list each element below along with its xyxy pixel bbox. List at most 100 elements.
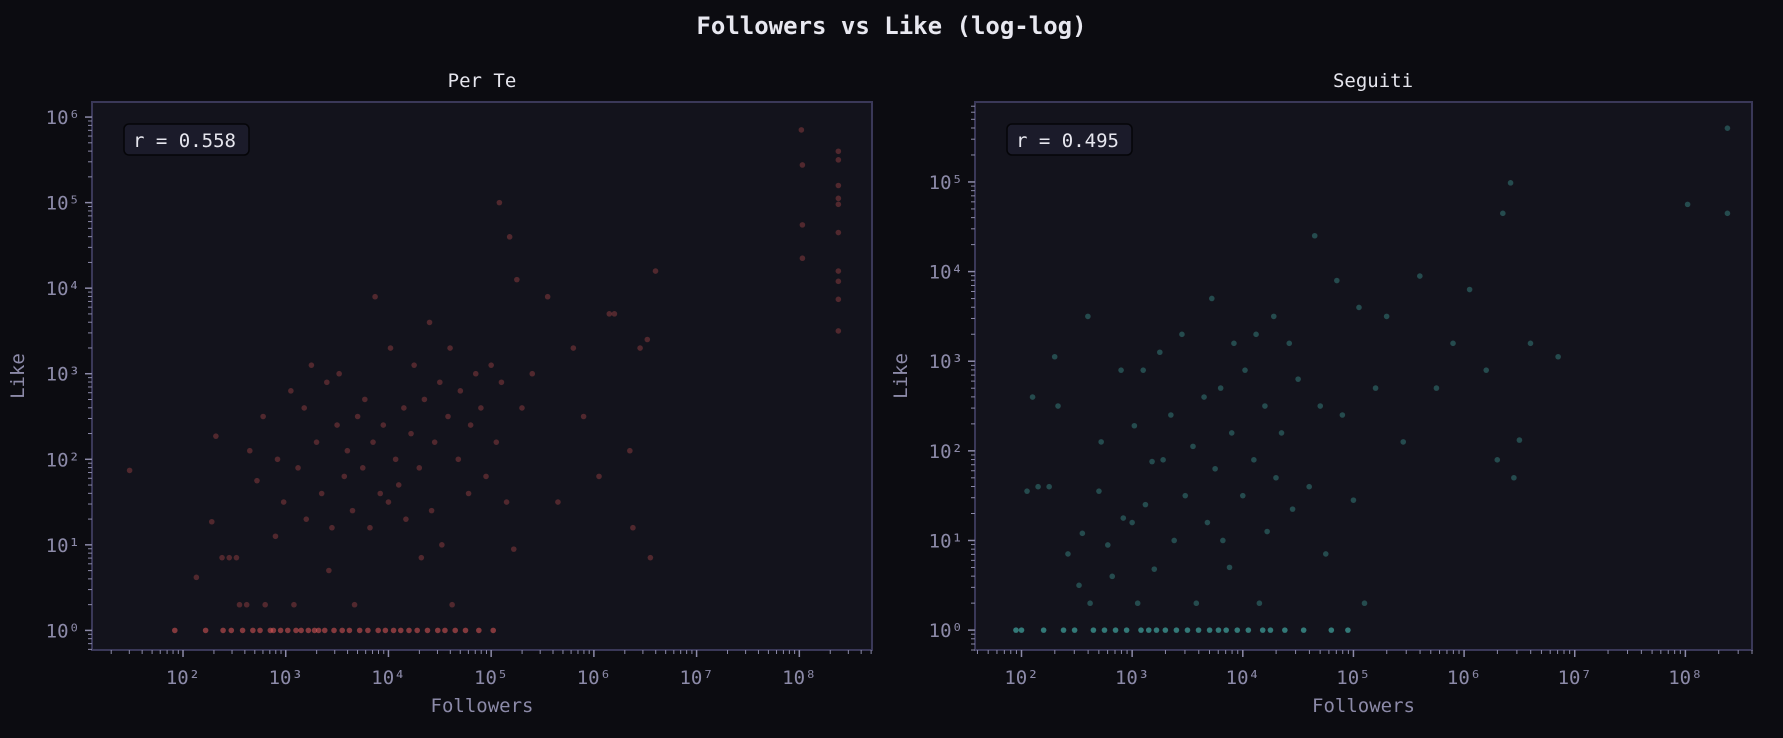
data-point (303, 516, 310, 522)
data-point (498, 379, 505, 386)
data-point (329, 524, 335, 531)
data-point (1417, 273, 1423, 279)
data-point (126, 467, 133, 474)
data-point (506, 234, 513, 240)
data-point (257, 627, 263, 634)
data-point (1220, 537, 1226, 544)
y-tick-label: 10² (46, 449, 80, 471)
data-point (835, 195, 842, 202)
data-point (488, 362, 494, 368)
data-point (298, 627, 304, 634)
data-point (416, 465, 423, 471)
data-point (339, 627, 346, 634)
x-tick-label: 10⁴ (1226, 667, 1260, 689)
data-point (426, 319, 433, 326)
data-point (397, 627, 404, 634)
data-point (254, 477, 260, 484)
data-point (1555, 353, 1561, 360)
data-point (295, 465, 301, 471)
y-tick-label: 10¹ (929, 530, 963, 552)
data-point (377, 490, 384, 497)
data-point (1040, 627, 1047, 633)
data-point (445, 413, 451, 420)
data-point (1282, 627, 1288, 633)
data-point (272, 533, 279, 540)
data-point (1087, 600, 1093, 607)
data-point (246, 447, 253, 454)
data-point (555, 499, 561, 505)
data-point (1361, 600, 1368, 607)
data-point (1160, 457, 1166, 463)
data-point (1234, 627, 1241, 633)
data-point (418, 554, 425, 561)
data-point (439, 542, 445, 548)
data-point (835, 328, 842, 334)
x-tick-label: 10⁶ (1447, 667, 1481, 689)
axis-ticks: 10² 10³ 10⁴ 10⁵ 10⁶ 10⁷ 10⁸ 10⁰ 10¹ 10² 10³ 10⁴ 10⁵ 1… (46, 107, 872, 689)
data-point (260, 413, 266, 420)
data-point (1295, 376, 1301, 382)
data-point (452, 627, 459, 634)
data-point (1142, 501, 1149, 508)
data-point (1173, 627, 1180, 633)
data-point (835, 148, 842, 155)
data-point (1383, 313, 1390, 320)
y-tick-label: 10⁰ (46, 620, 80, 642)
data-point (1433, 385, 1440, 391)
data-point (1179, 331, 1185, 338)
data-point (496, 199, 503, 206)
data-point (1684, 201, 1691, 208)
data-point (1724, 210, 1731, 217)
axes-area (974, 101, 1753, 651)
data-point (580, 413, 587, 420)
data-point (308, 362, 315, 368)
data-point (1055, 403, 1061, 409)
y-tick-label: 10⁴ (46, 278, 80, 300)
data-point (1109, 573, 1116, 580)
data-point (1494, 457, 1501, 463)
data-point (280, 499, 287, 505)
data-point (202, 627, 209, 634)
data-point (1511, 474, 1517, 481)
data-point (1450, 340, 1456, 347)
data-point (1140, 367, 1147, 373)
data-point (1195, 627, 1202, 633)
data-point (514, 276, 520, 283)
data-point (1051, 353, 1058, 360)
data-point (483, 473, 489, 480)
data-point (630, 524, 636, 531)
y-tick-label: 10⁰ (929, 620, 963, 642)
y-tick-label: 10⁵ (929, 172, 963, 194)
data-point (250, 627, 256, 634)
data-point (1085, 313, 1091, 320)
data-point (1289, 506, 1296, 512)
axis-ticks: 10² 10³ 10⁴ 10⁵ 10⁶ 10⁷ 10⁸ 10⁰ 10¹ 10² 10³ 10⁴ 10⁵ (929, 105, 1753, 689)
y-tick-label: 10⁵ (46, 193, 80, 215)
data-point (305, 627, 312, 634)
data-point (277, 627, 284, 634)
data-point (228, 627, 235, 634)
x-tick-label: 10² (166, 667, 200, 689)
data-point (1345, 627, 1351, 633)
data-point (1322, 551, 1329, 557)
y-tick-label: 10³ (929, 351, 963, 373)
data-point (606, 311, 613, 317)
data-point (1317, 403, 1324, 409)
data-point (1527, 340, 1534, 347)
data-point (354, 413, 361, 420)
data-point (1209, 295, 1215, 302)
figure-title: Followers vs Like (log-log) (696, 12, 1087, 40)
data-point (798, 127, 805, 133)
data-point (1239, 492, 1246, 499)
data-point (1231, 340, 1237, 347)
data-point (1483, 367, 1490, 373)
data-point (467, 422, 474, 428)
data-point (544, 293, 551, 300)
data-point (442, 627, 448, 634)
x-axis-label: Followers (431, 695, 534, 717)
data-point (346, 627, 353, 634)
data-point (1267, 627, 1274, 633)
data-point (274, 456, 281, 463)
data-point (447, 345, 453, 351)
data-point (1138, 627, 1144, 633)
